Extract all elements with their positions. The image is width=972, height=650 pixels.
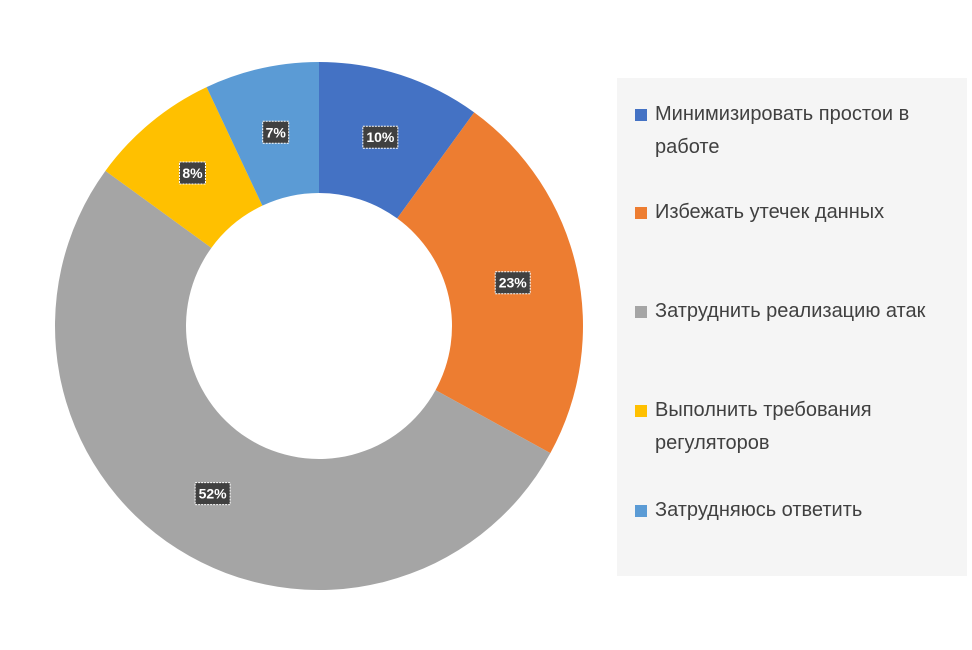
legend-swatch-3: [635, 306, 647, 318]
svg-text:10%: 10%: [366, 129, 395, 145]
legend-swatch-1: [635, 109, 647, 121]
svg-text:8%: 8%: [182, 165, 203, 181]
slice-data-label-1: 10%: [362, 125, 399, 149]
donut-slice-2: [397, 112, 583, 454]
svg-text:52%: 52%: [199, 486, 228, 502]
legend-label-1: Минимизировать простои в работе: [655, 103, 910, 158]
legend-item-4: Выполнить требования регуляторов: [635, 394, 955, 460]
legend-label-5: Затрудняюсь ответить: [655, 499, 863, 521]
legend-item-2: Избежать утечек данных: [635, 196, 955, 229]
slice-data-label-4: 8%: [178, 161, 206, 185]
legend-item-1: Минимизировать простои в работе: [635, 98, 955, 164]
donut-slice-3: [55, 170, 551, 590]
legend-label-2: Избежать утечек данных: [655, 201, 885, 223]
legend-item-5: Затрудняюсь ответить: [635, 494, 955, 527]
legend-label-4: Выполнить требования регуляторов: [655, 399, 872, 454]
legend: Минимизировать простои в работе Избежать …: [617, 78, 967, 576]
svg-text:7%: 7%: [266, 124, 287, 140]
legend-item-3: Затруднить реализацию атак: [635, 295, 955, 328]
legend-label-3: Затруднить реализацию атак: [655, 300, 926, 322]
legend-swatch-4: [635, 405, 647, 417]
svg-text:23%: 23%: [499, 275, 528, 291]
legend-swatch-5: [635, 505, 647, 517]
slice-data-label-5: 7%: [262, 120, 290, 144]
slice-data-label-3: 52%: [194, 482, 231, 506]
slice-data-label-2: 23%: [494, 271, 531, 295]
legend-swatch-2: [635, 207, 647, 219]
